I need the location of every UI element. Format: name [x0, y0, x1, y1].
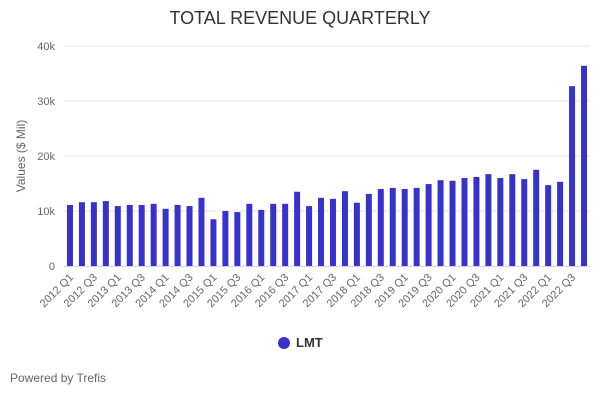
bar — [270, 203, 277, 266]
y-tick-label: 40k — [37, 41, 55, 53]
bar — [581, 65, 588, 266]
bar — [509, 174, 516, 266]
bar — [126, 204, 133, 266]
bar — [485, 174, 492, 266]
legend-label: LMT — [296, 335, 323, 350]
bar — [210, 219, 217, 266]
bar — [473, 176, 480, 266]
bar — [413, 187, 420, 266]
y-tick-label: 30k — [37, 96, 55, 108]
bar — [377, 189, 384, 266]
bar — [461, 178, 468, 266]
bar — [222, 211, 229, 266]
bar — [306, 206, 313, 266]
footer-credit: Powered by Trefis — [10, 371, 107, 385]
bar — [437, 180, 444, 266]
bar — [449, 180, 456, 266]
legend-swatch — [278, 336, 290, 349]
chart-title: TOTAL REVENUE QUARTERLY — [169, 8, 431, 28]
bar — [234, 212, 241, 266]
bar — [557, 181, 564, 266]
bar — [329, 198, 336, 266]
bar — [401, 189, 408, 266]
bar — [341, 191, 348, 266]
bar — [389, 187, 396, 266]
bar — [174, 204, 181, 266]
bar — [102, 201, 109, 266]
bar — [246, 203, 253, 266]
bar — [497, 178, 504, 266]
y-tick-label: 20k — [37, 151, 55, 163]
bar — [353, 202, 360, 266]
bar — [533, 169, 540, 266]
bar — [114, 206, 121, 266]
bar — [425, 184, 432, 266]
y-axis-label: Values ($ Mil) — [14, 120, 28, 192]
y-tick-label: 0 — [49, 261, 55, 273]
legend[interactable]: LMT — [278, 335, 323, 350]
bar — [282, 203, 289, 266]
bar — [138, 204, 145, 266]
bar — [318, 197, 325, 266]
bar — [545, 185, 552, 266]
bar — [66, 204, 73, 266]
bar — [365, 193, 372, 266]
bar — [198, 197, 205, 266]
bar — [186, 206, 193, 266]
bar — [569, 86, 576, 267]
bar — [78, 202, 85, 266]
y-tick-label: 10k — [37, 206, 55, 218]
bar — [150, 203, 157, 266]
bar — [294, 191, 301, 266]
bar — [258, 209, 265, 266]
bar — [521, 179, 528, 266]
bar — [162, 208, 169, 266]
bar — [90, 202, 97, 266]
